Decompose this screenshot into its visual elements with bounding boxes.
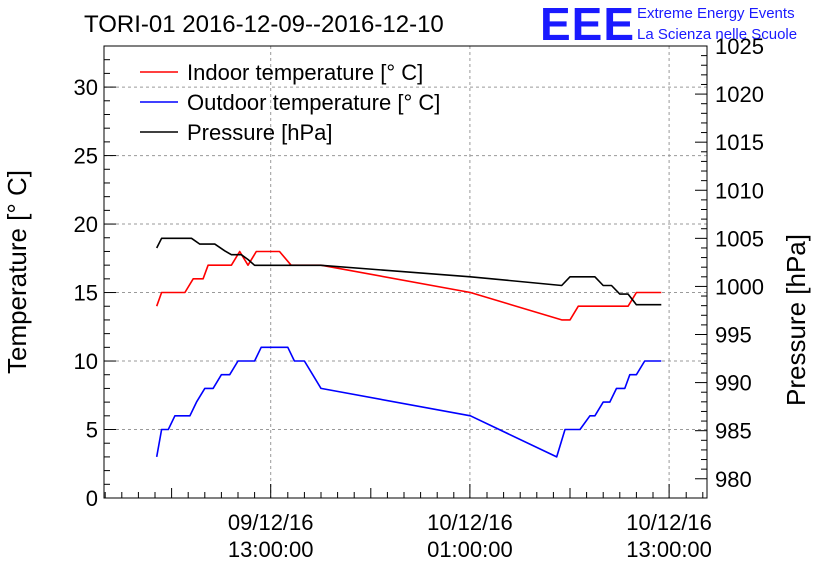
- legend-label-pressure: Pressure [hPa]: [187, 120, 333, 145]
- left-tick-label: 30: [74, 75, 98, 100]
- x-tick-date: 10/12/16: [427, 510, 513, 535]
- y-axis-label-left: Temperature [° C]: [2, 170, 32, 374]
- series-line-indoor: [155, 250, 662, 321]
- right-tick-label: 985: [715, 419, 752, 444]
- right-tick-label: 995: [715, 323, 752, 348]
- plot-frame: [103, 45, 708, 499]
- right-tick-label: 1005: [715, 226, 764, 251]
- x-tick-time: 13:00:00: [228, 537, 314, 562]
- legend: Indoor temperature [° C] Outdoor temperat…: [140, 60, 440, 145]
- logo-line-1: Extreme Energy Events: [637, 5, 795, 22]
- right-axis: 980 985 990 995 1000 1005 1010 1015 1020 1025: [695, 34, 764, 492]
- x-tick-time: 01:00:00: [427, 537, 513, 562]
- logo-line-2: La Scienza nelle Scuole: [637, 26, 797, 43]
- right-tick-label: 1010: [715, 178, 764, 203]
- left-tick-label: 10: [74, 349, 98, 374]
- x-tick-date: 09/12/16: [228, 510, 314, 535]
- logo-letters: EEE: [540, 0, 635, 50]
- left-axis: 0 5 10 15 20 25 30: [74, 45, 116, 511]
- series-line-pressure: [155, 237, 662, 306]
- series-line-outdoor: [155, 346, 662, 458]
- left-tick-label: 0: [86, 486, 98, 511]
- right-tick-label: 1000: [715, 274, 764, 299]
- eee-logo: EEE Extreme Energy Events La Scienza nel…: [540, 0, 797, 50]
- right-tick-label: 990: [715, 371, 752, 396]
- left-tick-label: 5: [86, 418, 98, 443]
- x-tick-time: 13:00:00: [626, 537, 712, 562]
- right-tick-label: 1015: [715, 130, 764, 155]
- series-lines: [155, 237, 662, 458]
- right-tick-label: 1020: [715, 82, 764, 107]
- left-tick-label: 20: [74, 212, 98, 237]
- left-tick-label: 25: [74, 144, 98, 169]
- right-tick-label: 1025: [715, 34, 764, 59]
- left-tick-label: 15: [74, 281, 98, 306]
- right-tick-label: 980: [715, 467, 752, 492]
- chart-title: TORI-01 2016-12-09--2016-12-10: [84, 11, 444, 38]
- legend-label-outdoor: Outdoor temperature [° C]: [187, 90, 440, 115]
- y-axis-label-right: Pressure [hPa]: [781, 234, 811, 406]
- x-tick-date: 10/12/16: [626, 510, 712, 535]
- legend-label-indoor: Indoor temperature [° C]: [187, 60, 423, 85]
- x-axis: 09/12/1613:00:0010/12/1601:00:0010/12/16…: [104, 484, 712, 562]
